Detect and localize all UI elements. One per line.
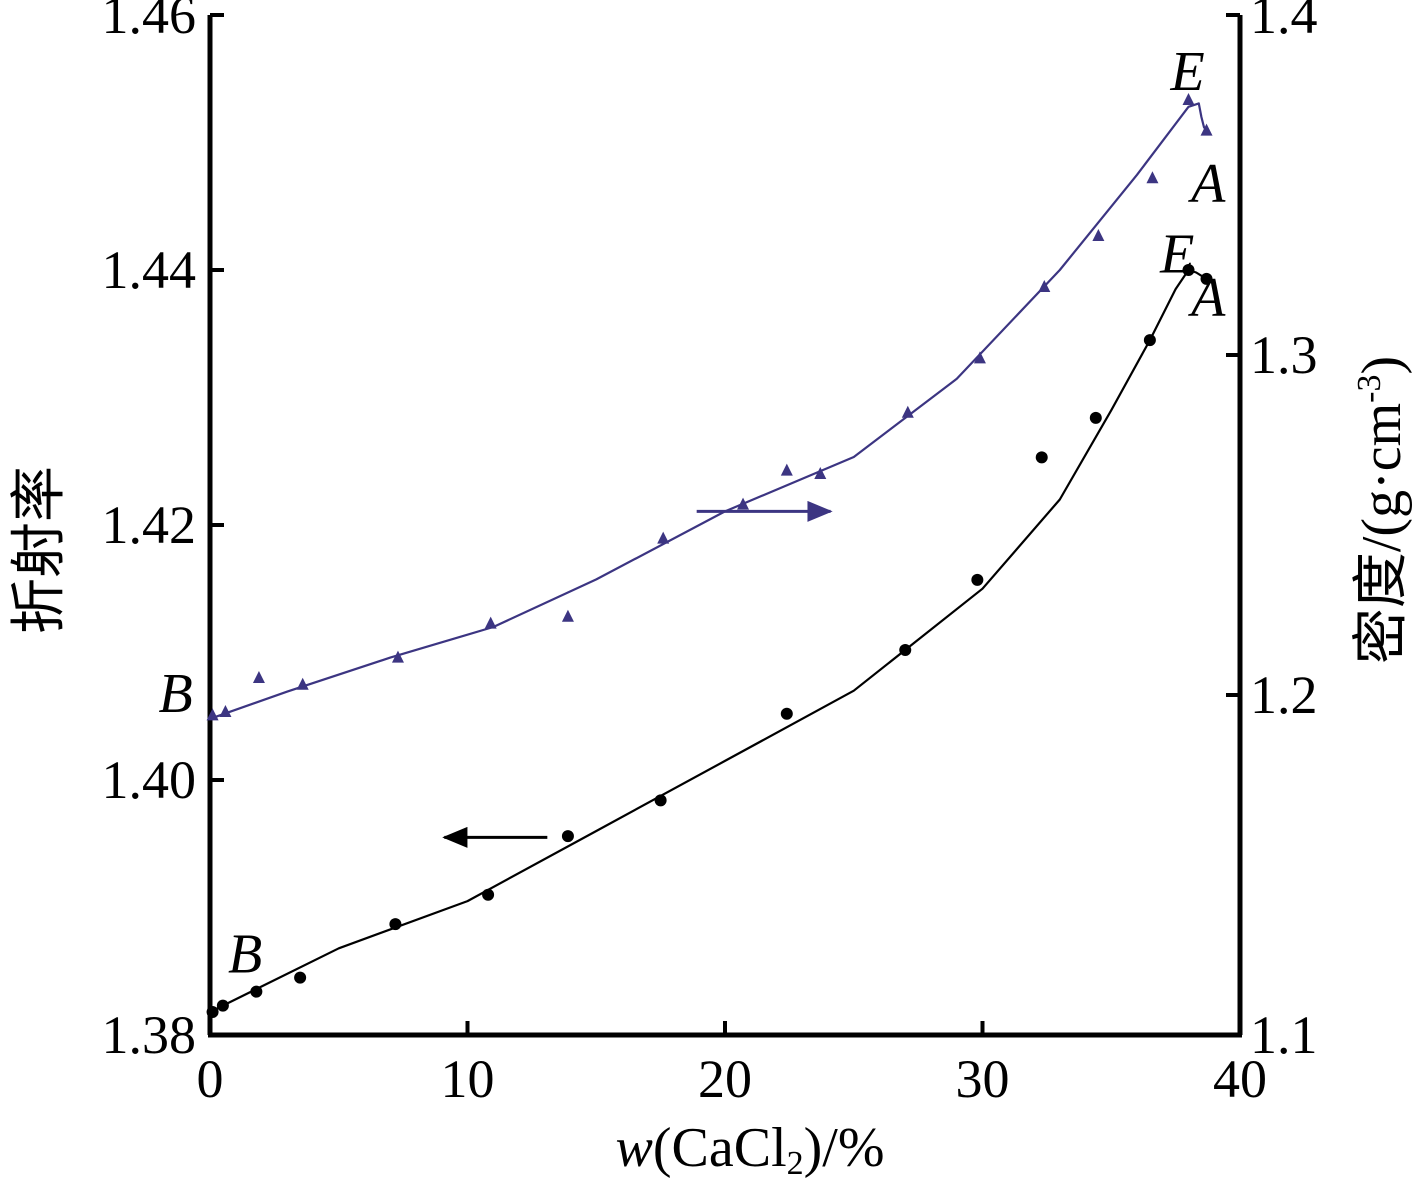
right-y-axis-title: 密度/(g·cm-3): [1351, 356, 1413, 664]
series-0-point: [1089, 411, 1102, 424]
series-1-point: [219, 705, 232, 717]
series-1-point: [252, 671, 265, 683]
series-1-point: [1182, 93, 1195, 105]
series-1-point: [780, 463, 793, 476]
x-tick-label: 20: [698, 1049, 752, 1109]
series-0-label-B: B: [228, 924, 262, 986]
x-axis-title-main: (CaCl: [653, 1117, 787, 1179]
series-1-point: [814, 467, 827, 479]
series-0-point: [971, 573, 984, 586]
right-y-tick-label: 1.1: [1250, 1005, 1318, 1065]
left-y-axis-title: 折射率: [9, 466, 71, 634]
x-tick-label: 30: [956, 1049, 1010, 1109]
series-1-point: [901, 405, 914, 418]
series-1-curve: [209, 102, 1208, 720]
series-0-point: [1143, 334, 1156, 347]
data-points: [206, 93, 1213, 1019]
series-0-point: [1200, 272, 1213, 285]
series-1-point: [737, 497, 750, 510]
curves: [209, 102, 1208, 1013]
x-axis-title: w(CaCl2)/%: [616, 1117, 885, 1181]
series-0-point: [561, 830, 574, 843]
series-1-point: [484, 616, 497, 629]
left-y-tick-label: 1.44: [102, 240, 197, 300]
series-0-point: [482, 888, 495, 901]
series-0-curve: [209, 268, 1208, 1013]
series-0-point: [899, 643, 912, 656]
series-0-label-E: E: [1159, 224, 1194, 286]
series-1-point: [296, 677, 309, 690]
series-1-point: [1200, 123, 1213, 136]
series-1-point: [1146, 171, 1159, 184]
series-0-label-A: A: [1187, 267, 1226, 329]
x-tick-label: 0: [197, 1049, 224, 1109]
series-0-point: [294, 971, 307, 984]
series-1-point: [657, 531, 670, 544]
x-axis-title-italic: w: [616, 1117, 653, 1179]
series-0-point: [206, 1006, 219, 1019]
left-y-tick-label: 1.38: [102, 1005, 197, 1065]
x-tick-label: 40: [1213, 1049, 1267, 1109]
axes: [207, 15, 1243, 1038]
series-0-point: [250, 985, 263, 998]
series-0-point: [216, 999, 229, 1012]
series-1-point: [1092, 229, 1105, 241]
series-1-label-E: E: [1169, 41, 1204, 103]
series-0-point: [780, 707, 793, 720]
right-y-tick-label: 1.3: [1250, 325, 1318, 385]
right-y-axis-title-main: 密度/(g·cm: [1351, 403, 1413, 664]
series-0-point: [389, 918, 402, 931]
left-y-tick-label: 1.46: [102, 0, 197, 45]
series-1-label-B: B: [159, 663, 193, 725]
left-y-tick-label: 1.40: [102, 750, 197, 810]
series-0-point: [1182, 264, 1195, 276]
series-1-point: [561, 609, 574, 622]
x-axis-title-subscript: 2: [787, 1145, 804, 1181]
x-axis-title-tail: )/%: [804, 1117, 885, 1179]
right-y-axis-title-tail: ): [1351, 356, 1413, 375]
ticks: 0 10 20 30 40 1.38 1.40 1.42 1.44 1.46 1.1 1.2 1.3 1.…: [102, 0, 1318, 1109]
right-y-axis-title-superscript: -3: [1351, 375, 1388, 403]
series-1-point: [206, 708, 219, 721]
series-1-point: [391, 650, 404, 663]
right-y-tick-label: 1.2: [1250, 665, 1318, 725]
right-y-tick-label: 1.4: [1250, 0, 1318, 45]
x-tick-label: 10: [441, 1049, 495, 1109]
series-1-point: [1038, 280, 1051, 292]
series-0-point: [1035, 451, 1048, 464]
series-1-label-A: A: [1187, 153, 1226, 215]
left-y-tick-label: 1.42: [102, 495, 197, 555]
series-0-point: [654, 794, 667, 807]
series-1-point: [973, 351, 986, 364]
